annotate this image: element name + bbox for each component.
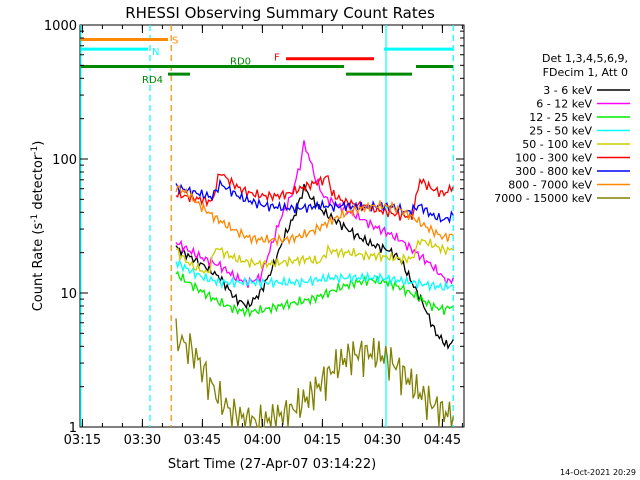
y-axis-label-mid: detector xyxy=(31,154,46,214)
x-tick-label: 04:45 xyxy=(424,433,461,448)
series-line-2 xyxy=(175,270,454,319)
legend-label: 300 - 800 keV xyxy=(515,165,592,178)
y-axis-label-end: ) xyxy=(31,141,46,146)
series-line-1 xyxy=(175,140,454,288)
plot-frame xyxy=(79,24,465,428)
x-tick-label: 03:45 xyxy=(184,433,221,448)
chart-title: RHESSI Observing Summary Count Rates xyxy=(125,4,435,22)
vertical-marker-lines xyxy=(80,25,454,427)
legend-label: 50 - 100 keV xyxy=(522,138,592,151)
series-line-3 xyxy=(175,258,454,293)
y-tick-label: 10 xyxy=(60,287,77,302)
x-tick-label: 03:15 xyxy=(64,433,101,448)
legend: Det 1,3,4,5,6,9, FDecim 1, Att 0 3 - 6 k… xyxy=(494,52,630,205)
legend-label: 7000 - 15000 keV xyxy=(494,192,592,205)
legend-label: 25 - 50 keV xyxy=(529,125,592,138)
y-axis-label-main: Count Rate (s xyxy=(31,223,46,312)
series-lines xyxy=(175,140,454,428)
x-tick-label: 04:00 xyxy=(244,433,281,448)
legend-label: 6 - 12 keV xyxy=(536,98,592,111)
series-line-5 xyxy=(175,173,454,221)
state-bar-label: S xyxy=(172,35,178,46)
legend-label: 3 - 6 keV xyxy=(543,84,592,97)
legend-label: 800 - 7000 keV xyxy=(508,179,592,192)
y-axis-label-sup2: -1 xyxy=(30,146,40,155)
series-line-7 xyxy=(175,185,454,247)
series-line-4 xyxy=(175,238,454,274)
x-tick-label: 04:15 xyxy=(304,433,341,448)
state-bars: S N F RD0 RD4 xyxy=(80,35,454,86)
y-tick-label: 1 xyxy=(69,421,77,436)
y-tick-label: 100 xyxy=(52,153,77,168)
x-tick-label: 04:30 xyxy=(364,433,401,448)
legend-header-line1: Det 1,3,4,5,6,9, xyxy=(542,52,628,65)
footer-date: 14-Oct-2021 20:29 xyxy=(560,468,636,477)
y-tick-label: 1000 xyxy=(44,19,77,34)
legend-label: 100 - 300 keV xyxy=(515,152,592,165)
y-axis-ticks: 1 10 100 1000 xyxy=(44,19,464,436)
legend-label: 12 - 25 keV xyxy=(529,111,592,124)
series-line-8 xyxy=(175,318,454,428)
legend-header-line2: FDecim 1, Att 0 xyxy=(543,66,628,79)
state-bar-label: RD4 xyxy=(142,75,163,86)
state-bar-label: RD0 xyxy=(230,57,251,68)
x-axis-ticks: 03:15 03:30 03:45 04:00 04:15 04:30 04:45 xyxy=(64,25,463,448)
state-bar-label: F xyxy=(274,53,280,64)
state-bar-label: N xyxy=(152,47,159,58)
y-axis-label-sup1: -1 xyxy=(30,214,40,223)
x-tick-label: 03:30 xyxy=(124,433,161,448)
x-axis-label: Start Time (27-Apr-07 03:14:22) xyxy=(168,457,376,472)
y-axis-label: Count Rate (s-1 detector-1) xyxy=(30,141,46,312)
